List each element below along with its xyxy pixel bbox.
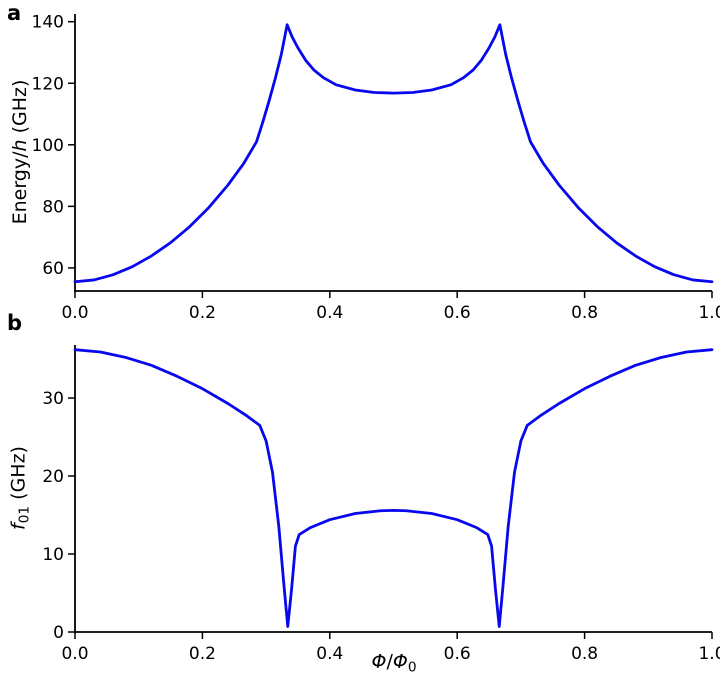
- axis-label-segment: 01: [16, 505, 33, 524]
- x-tick-label: 0.8: [571, 644, 598, 664]
- panel-a-letter: a: [7, 1, 22, 25]
- axis-label-segment: (GHz): [7, 446, 30, 506]
- x-tick-label: 1.0: [698, 644, 720, 664]
- x-tick-label: 0.4: [316, 644, 343, 664]
- axis-label-segment: (GHz): [9, 79, 31, 140]
- axis-label-segment: Energy/: [9, 151, 31, 225]
- y-tick-label: 30: [42, 389, 64, 409]
- series-line-qubit-energy-vs-flux: [73, 23, 714, 284]
- x-tick-label: 0.6: [444, 644, 471, 664]
- y-tick-label: 100: [32, 136, 64, 156]
- y-tick-label: 10: [42, 545, 64, 565]
- y-tick-label: 60: [42, 259, 64, 279]
- axis-label-segment: Φ: [392, 650, 408, 673]
- y-tick-label: 20: [42, 467, 64, 487]
- y-tick-label: 120: [32, 74, 64, 94]
- axis-label-segment: 0: [407, 659, 417, 676]
- x-tick-label: 0.4: [316, 303, 343, 323]
- y-tick-label: 0: [53, 623, 64, 643]
- x-axis-label: Φ/Φ0: [371, 650, 416, 675]
- axis-label-segment: h: [9, 139, 31, 152]
- axis-label-segment: /: [386, 650, 393, 673]
- panel-b-letter: b: [7, 311, 23, 335]
- x-tick-label: 0.2: [189, 644, 216, 664]
- axis-label-segment: f: [7, 523, 30, 530]
- panel-a-y-axis-label: Energy/h (GHz): [9, 80, 31, 225]
- series-line-f01-transition-frequency-vs-flux: [73, 348, 714, 628]
- y-tick-label: 140: [32, 13, 64, 33]
- x-tick-label: 0.2: [189, 303, 216, 323]
- panel-b-plot: 0.0 0.2 0.4 0.6 0.8 1.0 0 10 20 30: [42, 345, 720, 664]
- y-tick-label: 80: [42, 197, 64, 217]
- x-tick-label: 0.8: [571, 303, 598, 323]
- axis-label-segment: Φ: [371, 650, 387, 673]
- x-tick-label: 0.0: [61, 303, 88, 323]
- panel-a-plot: 0.0 0.2 0.4 0.6 0.8 1.0 60 80 100 120 140: [32, 13, 720, 323]
- x-tick-label: 0.6: [444, 303, 471, 323]
- x-tick-label: 0.0: [61, 644, 88, 664]
- x-tick-label: 1.0: [698, 303, 720, 323]
- panel-b-y-axis-label: f01 (GHz): [7, 446, 32, 530]
